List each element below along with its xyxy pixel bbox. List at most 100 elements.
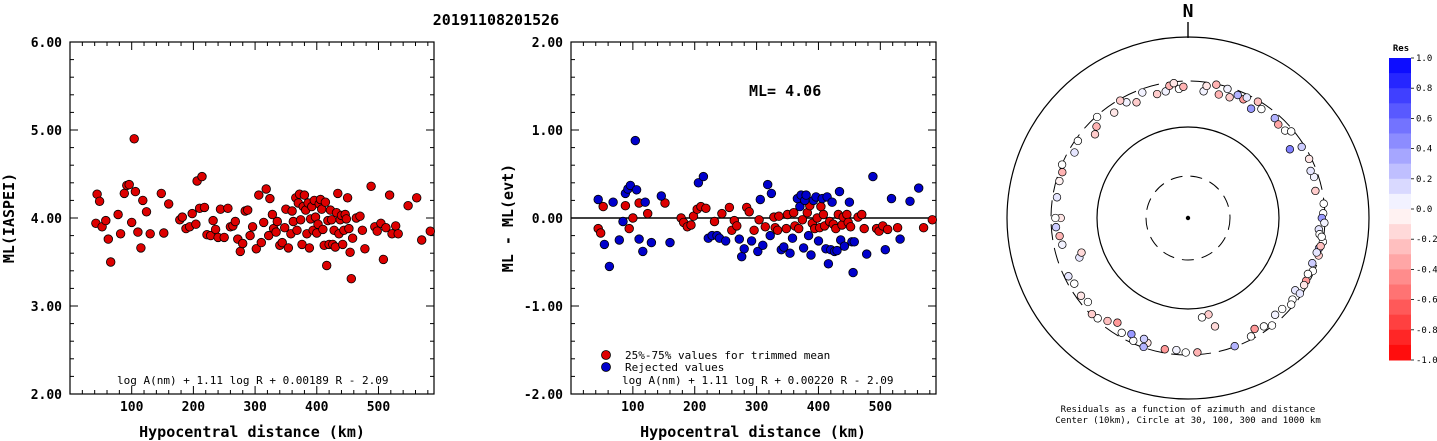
data-point <box>378 254 389 265</box>
legend-marker-rejected <box>601 362 611 372</box>
ring-1000km <box>1006 36 1370 400</box>
trimmed-point <box>772 225 783 236</box>
station-residual <box>1270 114 1279 123</box>
colorbar-tick-label: 0.0 <box>1416 205 1432 215</box>
trimmed-point <box>859 223 869 234</box>
rejected-point <box>630 135 641 146</box>
station-residual <box>1320 218 1329 227</box>
data-point <box>320 197 331 207</box>
data-point <box>366 181 376 192</box>
colorbar-cell <box>1389 178 1411 195</box>
colorbar-cell <box>1389 254 1411 270</box>
rejected-point <box>798 243 809 253</box>
rejected-point <box>739 244 749 254</box>
data-point <box>113 209 123 220</box>
station-residual <box>1193 348 1202 357</box>
data-point <box>318 224 328 235</box>
station-residual <box>1092 122 1101 131</box>
x-tick-label: 300 <box>745 400 769 415</box>
ml-annotation: ML= 4.06 <box>749 82 821 100</box>
station-residual <box>1267 321 1277 330</box>
trimmed-point <box>628 213 638 223</box>
data-point <box>342 193 353 203</box>
station-residual <box>1311 186 1320 196</box>
data-point <box>245 230 255 241</box>
rejected-point <box>895 234 905 244</box>
rejected-point <box>844 197 855 207</box>
station-residual <box>1169 79 1178 88</box>
colorbar: Res 1.0 0.8 0.6 0.4 0.2 0.0 -0.2 -0.4 -0.6 -0.8 -1… <box>1389 44 1437 366</box>
data-point <box>126 217 137 228</box>
colorbar-cell <box>1389 209 1411 225</box>
azimuth-residual-panel: N Residuals as a function of azimuth and… <box>1006 1 1370 426</box>
y-tick-label: -1.00 <box>524 300 563 315</box>
data-point <box>247 222 258 232</box>
colorbar-tick-label: -0.4 <box>1416 265 1437 275</box>
data-point <box>344 223 354 234</box>
trimmed-point <box>760 222 771 232</box>
rejected-point <box>698 171 709 182</box>
station-residual <box>1055 231 1064 241</box>
rejected-point <box>734 234 745 244</box>
y-tick-label: 5.00 <box>31 124 62 139</box>
trimmed-point <box>883 224 893 235</box>
data-point <box>322 260 332 271</box>
x-tick-label: 100 <box>120 400 144 415</box>
station-residual <box>1117 328 1126 337</box>
data-point <box>256 237 267 248</box>
rejected-point <box>693 178 704 188</box>
colorbar-cell <box>1389 58 1411 74</box>
data-point <box>292 225 302 236</box>
colorbar-cell <box>1389 88 1411 104</box>
y-tick-label: 2.00 <box>31 388 62 403</box>
data-point <box>159 228 169 238</box>
station-residual <box>1259 322 1269 331</box>
station-residual <box>1246 104 1256 113</box>
trimmed-point <box>781 223 792 234</box>
rejected-point <box>832 245 842 256</box>
station-residual <box>1214 90 1223 99</box>
rejected-point <box>593 194 603 205</box>
colorbar-cell <box>1389 103 1411 119</box>
colorbar-cell <box>1389 269 1411 285</box>
colorbar-cell <box>1389 193 1411 210</box>
rejected-point <box>787 233 798 243</box>
rejected-point <box>746 236 757 246</box>
colorbar-tick-label: 1.0 <box>1416 54 1432 64</box>
data-point <box>191 219 201 229</box>
rejected-point <box>848 267 858 278</box>
station-residual <box>1139 342 1148 352</box>
trimmed-point <box>732 221 742 231</box>
rejected-point <box>785 248 795 258</box>
data-point <box>296 215 306 225</box>
data-point <box>304 243 315 253</box>
data-point <box>384 190 395 200</box>
rejected-point <box>834 186 845 197</box>
trimmed-point <box>927 215 938 225</box>
rejected-point <box>886 193 897 204</box>
station-residual <box>1297 142 1306 152</box>
data-point <box>355 211 365 221</box>
legend-label-rejected: Rejected values <box>625 361 724 374</box>
trimmed-point <box>596 228 606 238</box>
rejected-point <box>766 188 777 199</box>
colorbar-cell <box>1389 133 1411 150</box>
data-point <box>338 239 348 250</box>
station-residual <box>1070 279 1079 288</box>
polar-caption: Residuals as a function of azimuth and d… <box>1061 405 1316 415</box>
station-residual <box>1299 280 1309 290</box>
station-residual <box>1087 309 1097 319</box>
colorbar-cell <box>1389 299 1411 316</box>
rejected-point <box>646 237 657 248</box>
station-residual <box>1051 213 1060 223</box>
data-point <box>391 221 401 231</box>
station-residual <box>1064 272 1073 281</box>
colorbar-tick-label: -0.6 <box>1416 296 1437 306</box>
colorbar-cell <box>1389 118 1411 134</box>
colorbar-cell <box>1389 224 1411 240</box>
data-point <box>94 196 105 207</box>
trimmed-point <box>624 223 634 234</box>
data-point <box>283 243 294 253</box>
station-residual <box>1295 289 1305 298</box>
station-residual <box>1225 93 1234 102</box>
